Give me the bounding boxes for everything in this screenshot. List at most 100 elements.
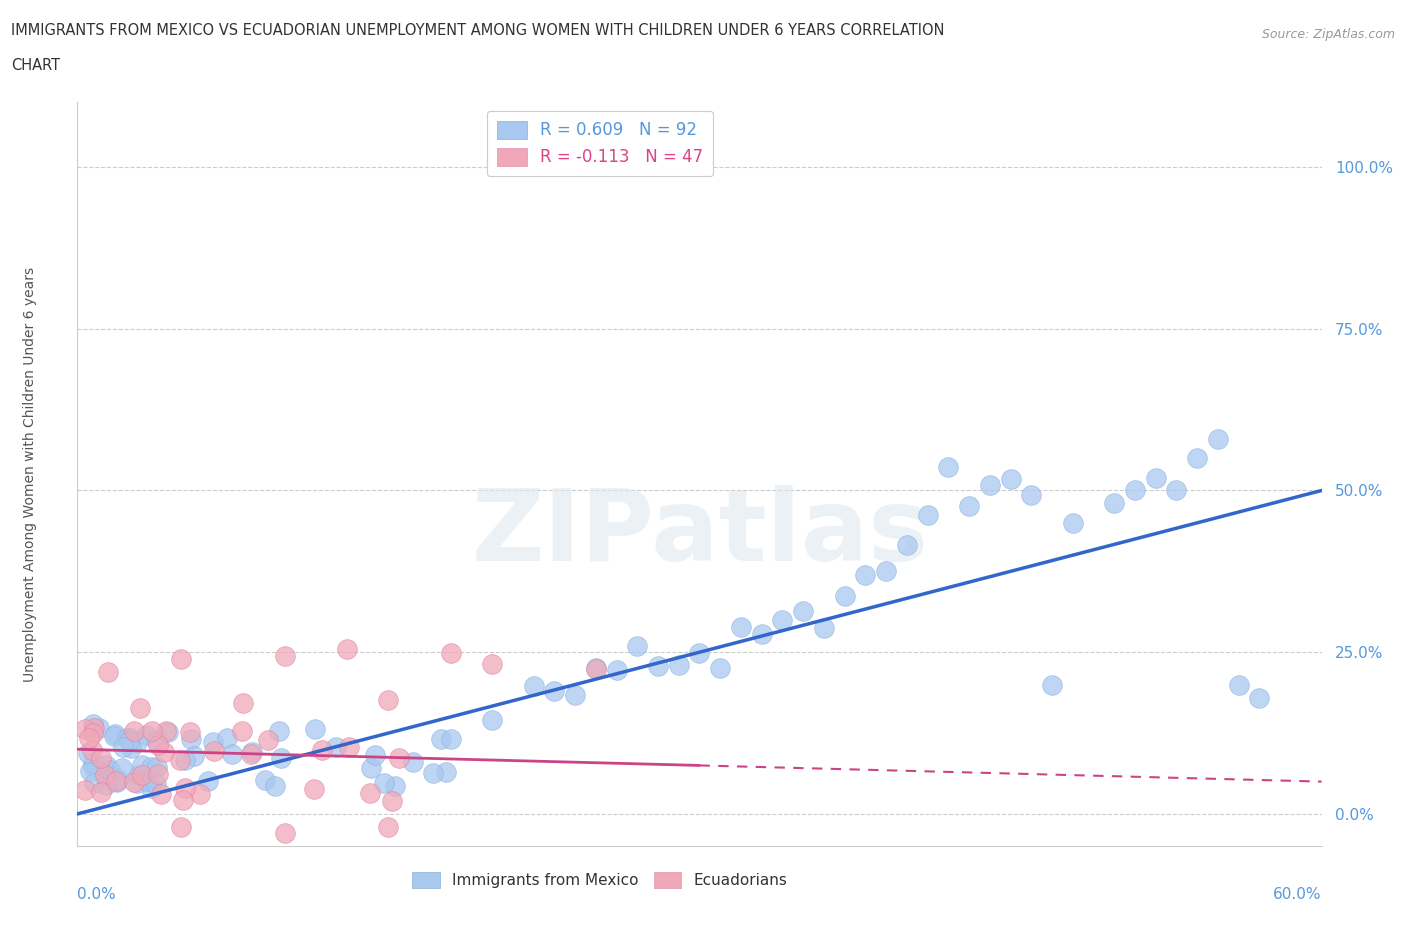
Text: IMMIGRANTS FROM MEXICO VS ECUADORIAN UNEMPLOYMENT AMONG WOMEN WITH CHILDREN UNDE: IMMIGRANTS FROM MEXICO VS ECUADORIAN UNE… [11,23,945,38]
Point [585,660,607,675]
Point [364,748,387,763]
Point [481,657,503,671]
Point [127,768,149,783]
Point [125,776,148,790]
Point [668,658,690,672]
Point [104,774,127,789]
Point [96,777,118,792]
Point [83,776,105,790]
Point [792,604,814,619]
Point [543,684,565,698]
Point [179,724,201,739]
Point [89,721,111,736]
Point [896,538,918,552]
Point [201,735,224,750]
Point [240,747,263,762]
Point [377,693,399,708]
Point [1187,451,1209,466]
Point [145,777,167,791]
Point [169,752,191,767]
Point [957,499,980,514]
Text: ZIPatlas: ZIPatlas [471,485,928,582]
Point [98,763,121,777]
Point [270,751,292,765]
Point [170,651,193,666]
Point [256,733,278,748]
Point [77,730,100,745]
Point [564,687,586,702]
Point [82,755,104,770]
Point [105,775,128,790]
Point [170,819,193,834]
Point [118,734,141,749]
Point [145,760,167,775]
Point [83,721,105,736]
Point [337,740,360,755]
Point [111,739,134,754]
Point [336,642,359,657]
Point [82,760,104,775]
Point [626,639,648,654]
Point [174,781,197,796]
Point [141,724,163,738]
Point [231,724,253,738]
Point [103,729,125,744]
Point [304,722,326,737]
Point [215,731,238,746]
Point [97,665,120,680]
Point [80,742,103,757]
Point [274,649,297,664]
Point [429,732,451,747]
Point [75,722,97,737]
Point [813,620,835,635]
Point [82,725,104,740]
Point [269,724,291,738]
Point [90,785,112,800]
Point [1021,488,1043,503]
Point [360,761,382,776]
Point [120,740,142,755]
Point [1227,677,1250,692]
Point [156,724,179,739]
Point [439,645,461,660]
Point [730,619,752,634]
Point [131,767,153,782]
Point [148,737,170,752]
Point [197,774,219,789]
Text: Unemployment Among Women with Children Under 6 years: Unemployment Among Women with Children U… [22,267,37,682]
Point [359,786,381,801]
Point [373,776,395,790]
Text: CHART: CHART [11,58,60,73]
Point [131,757,153,772]
Point [274,826,297,841]
Point [153,744,176,759]
Point [606,662,628,677]
Point [751,627,773,642]
Point [689,646,711,661]
Point [311,742,333,757]
Point [1249,690,1271,705]
Point [1144,470,1167,485]
Point [434,764,457,779]
Point [1040,677,1063,692]
Point [122,775,145,790]
Point [104,727,127,742]
Point [240,744,263,759]
Text: 60.0%: 60.0% [1274,887,1322,902]
Point [1104,496,1126,511]
Point [122,724,145,738]
Point [111,761,134,776]
Point [146,766,169,781]
Point [202,744,225,759]
Point [183,749,205,764]
Point [1123,483,1146,498]
Point [481,712,503,727]
Point [107,772,129,787]
Point [79,764,101,778]
Point [264,779,287,794]
Point [125,735,148,750]
Point [302,781,325,796]
Point [1206,432,1229,446]
Point [73,783,96,798]
Point [136,773,159,788]
